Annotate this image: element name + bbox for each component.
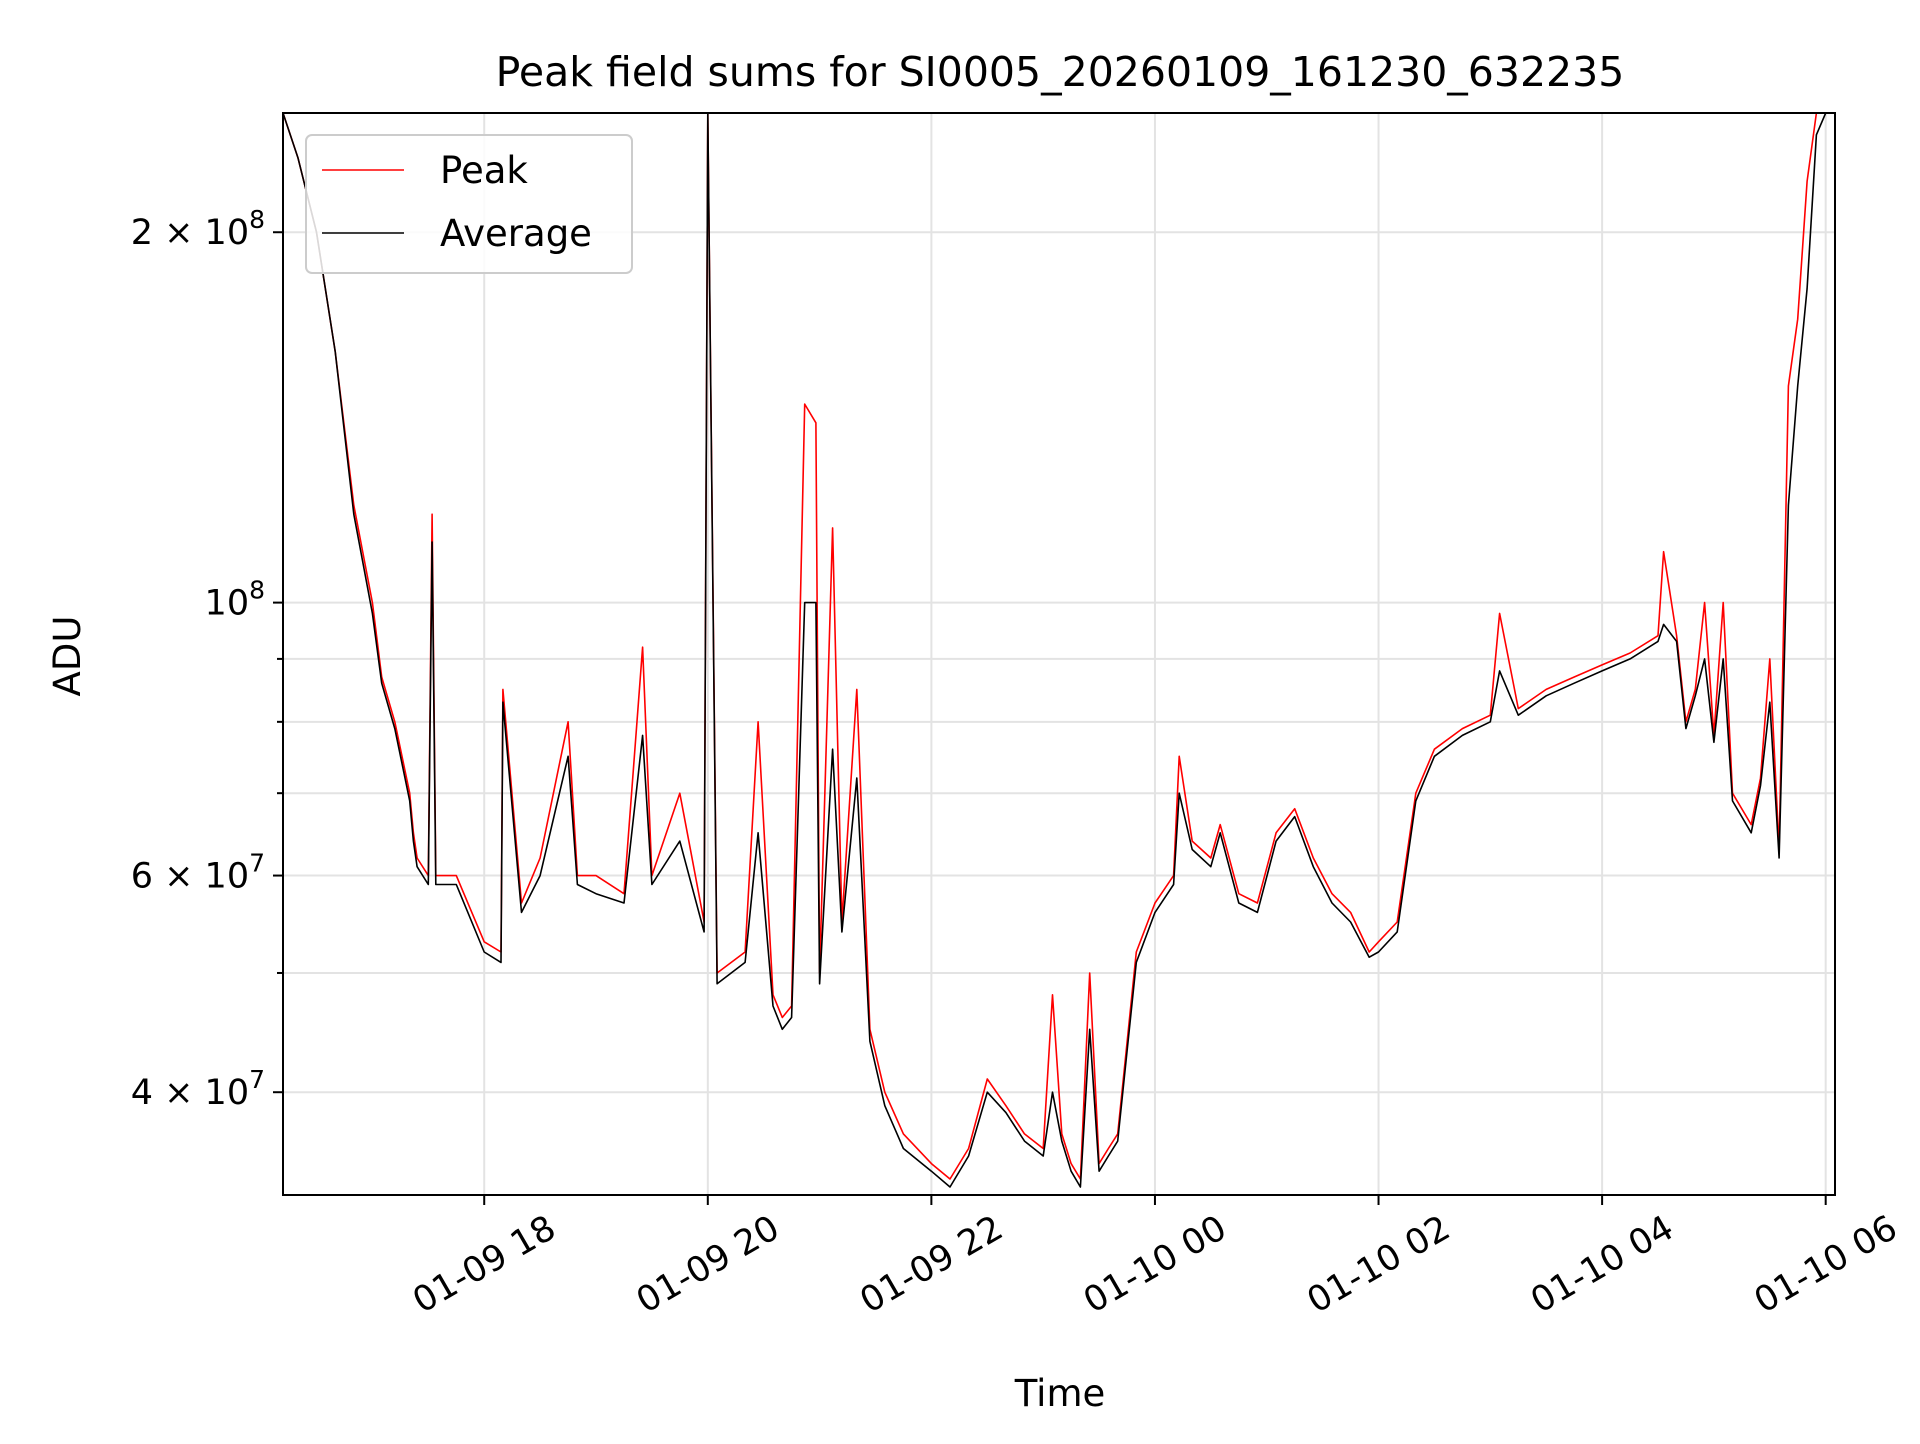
x-tick-label: 01-09 22 (854, 1208, 1010, 1321)
legend: Peak Average (305, 134, 633, 274)
series-layer (283, 113, 1835, 1188)
y-tick-label-exponent: 8 (249, 205, 265, 234)
x-tick-label: 01-10 04 (1524, 1208, 1680, 1321)
y-axis-label: ADU (46, 616, 89, 697)
x-tick-label: 01-09 18 (406, 1208, 562, 1321)
x-tick-label: 01-10 06 (1748, 1208, 1904, 1321)
y-tick-label-base: 2 × 10 (131, 213, 249, 253)
y-tick-label-exponent: 8 (249, 576, 265, 605)
y-tick-label-base: 10 (205, 584, 250, 624)
y-tick-label-base: 6 × 10 (131, 857, 249, 897)
x-axis: 01-09 18 01-09 20 01-09 22 01-10 00 01-10 02… (406, 1195, 1904, 1321)
grid-layer (283, 113, 1835, 1195)
x-tick-label: 01-10 00 (1077, 1208, 1233, 1321)
legend-label-peak: Peak (440, 149, 528, 192)
y-tick-label-exponent: 7 (249, 849, 265, 878)
y-tick-label: 108 (205, 576, 265, 624)
x-axis-label: Time (1014, 1372, 1106, 1415)
y-tick-label-exponent: 7 (249, 1065, 265, 1094)
series-line-average (283, 113, 1835, 1188)
y-tick-label: 4 × 107 (131, 1065, 265, 1113)
x-tick-label: 01-10 02 (1301, 1208, 1457, 1321)
x-tick-label: 01-09 20 (630, 1208, 786, 1321)
y-tick-label: 6 × 107 (131, 849, 265, 897)
y-tick-label-base: 4 × 10 (131, 1073, 249, 1113)
series-line-peak (283, 113, 1835, 1180)
chart-title: Peak field sums for SI0005_20260109_1612… (496, 48, 1625, 96)
y-tick-label: 2 × 108 (131, 205, 265, 253)
plot-frame (282, 112, 1836, 1196)
legend-label-average: Average (440, 212, 592, 255)
